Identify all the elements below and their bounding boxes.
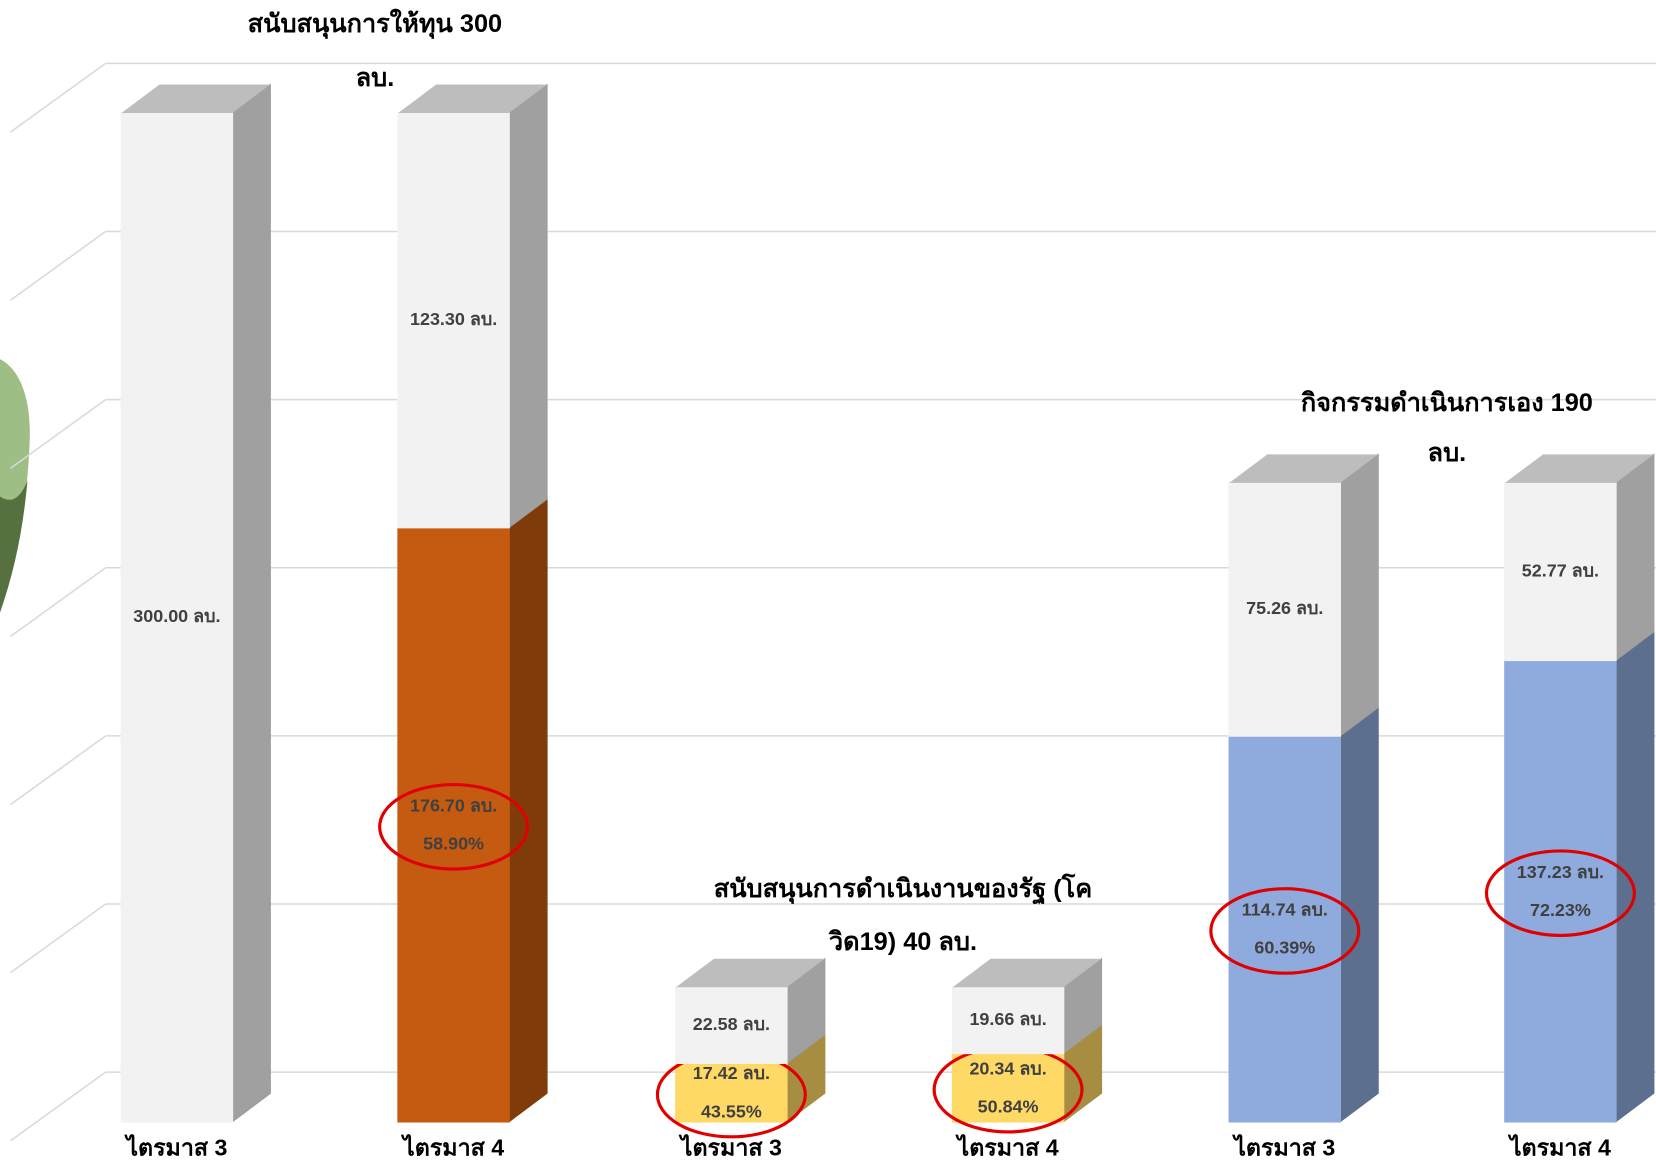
x-tick-label: ไตรมาส 3 <box>123 1133 227 1160</box>
decoration <box>0 359 30 613</box>
x-tick-label: ไตรมาส 3 <box>678 1133 782 1160</box>
value-label: 114.74 ลบ. <box>1242 900 1328 920</box>
value-label: 176.70 ลบ. <box>410 795 497 815</box>
share-label: 72.23% <box>1530 900 1591 920</box>
bar-side <box>1616 632 1654 1122</box>
chart: 300.00 ลบ. ไตรมาส 3 176.70 ลบ. 58.90% 123.30… <box>0 0 1656 1164</box>
share-label: 60.39% <box>1254 938 1315 958</box>
group-title: กิจกรรมดำเนินการเอง 190 <box>1301 389 1593 417</box>
bar <box>398 528 509 1122</box>
group-title: ลบ. <box>356 64 395 92</box>
bar-side <box>509 499 547 1122</box>
x-tick-label: ไตรมาส 3 <box>1231 1133 1335 1160</box>
bar-side <box>509 85 547 528</box>
bar <box>1229 736 1340 1122</box>
value-label: 123.30 ลบ. <box>410 309 497 329</box>
group-title: สนับสนุนการดำเนินงานของรัฐ (โค <box>714 873 1092 906</box>
value-label: 300.00 ลบ. <box>133 606 220 626</box>
value-label: 137.23 ลบ. <box>1517 862 1604 882</box>
bar-side <box>1616 454 1654 660</box>
value-label: 19.66 ลบ. <box>969 1009 1046 1029</box>
bar-side <box>1340 707 1378 1121</box>
value-label: 17.42 ลบ. <box>693 1063 770 1083</box>
group-title: สนับสนุนการให้ทุน 300 <box>248 8 502 40</box>
x-tick-label: ไตรมาส 4 <box>400 1133 504 1160</box>
group-title: ลบ. <box>1428 439 1467 467</box>
grid-line-side <box>11 568 106 637</box>
bar-side <box>1340 454 1378 736</box>
grid-line-side <box>11 736 106 805</box>
share-label: 50.84% <box>978 1096 1039 1116</box>
grid-line-side <box>11 904 106 973</box>
value-label: 20.34 ลบ. <box>969 1058 1046 1078</box>
value-label: 52.77 ลบ. <box>1522 560 1599 580</box>
page: {"chart_data": { "type": "bar", "stacked… <box>0 0 1656 1164</box>
bar-side <box>232 85 270 1122</box>
x-tick-label: ไตรมาส 4 <box>1507 1133 1611 1160</box>
value-label: 75.26 ลบ. <box>1246 598 1323 618</box>
bar <box>1505 660 1616 1121</box>
share-label: 43.55% <box>701 1101 762 1121</box>
grid-line-side <box>11 63 106 132</box>
grid-line-side <box>11 231 106 300</box>
grid-line-side <box>11 1072 106 1141</box>
value-label: 22.58 ลบ. <box>693 1014 770 1034</box>
group-title: วิด19) 40 ลบ. <box>828 928 977 956</box>
x-tick-label: ไตรมาส 4 <box>955 1133 1059 1160</box>
share-label: 58.90% <box>423 833 484 853</box>
green-shape-shadow <box>0 481 27 613</box>
